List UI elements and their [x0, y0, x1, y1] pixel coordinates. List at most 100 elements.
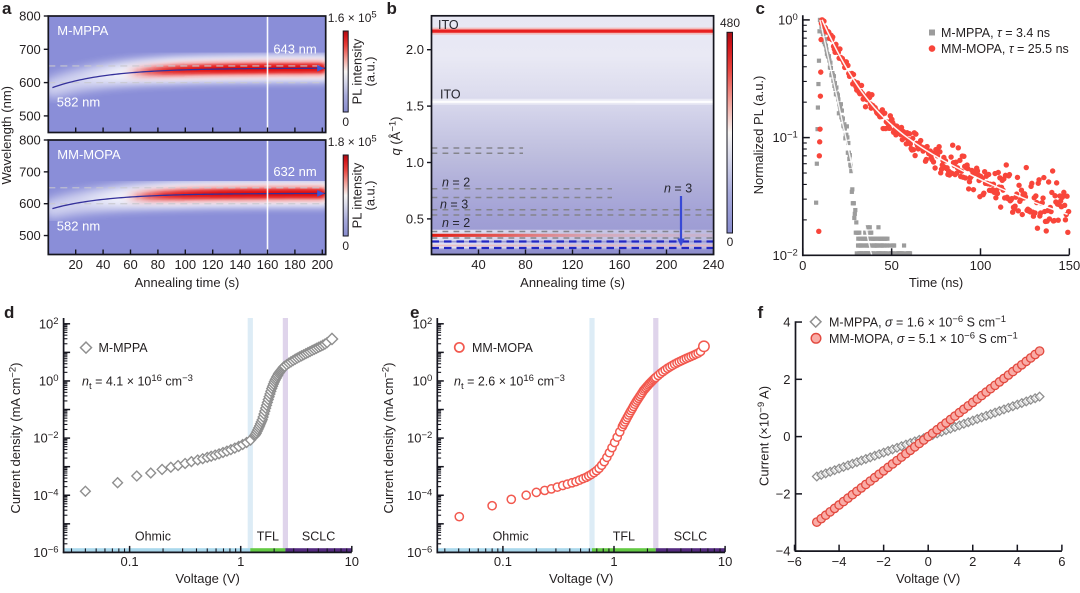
svg-text:TFL: TFL	[257, 530, 279, 544]
svg-text:e: e	[410, 303, 419, 322]
svg-text:0.1: 0.1	[494, 554, 512, 569]
svg-text:200: 200	[311, 257, 333, 272]
svg-text:160: 160	[257, 257, 279, 272]
svg-text:n = 3: n = 3	[664, 182, 692, 196]
svg-text:240: 240	[703, 257, 725, 272]
svg-text:Ohmic: Ohmic	[135, 530, 171, 544]
svg-text:PL intensity: PL intensity	[350, 162, 365, 228]
svg-text:582 nm: 582 nm	[57, 219, 100, 234]
svg-text:Wavelength (nm): Wavelength (nm)	[0, 86, 14, 185]
svg-text:0: 0	[783, 429, 790, 444]
svg-text:MM-MOPA: MM-MOPA	[472, 341, 534, 355]
svg-text:60: 60	[123, 257, 137, 272]
svg-text:c: c	[756, 0, 765, 18]
svg-text:0: 0	[925, 554, 932, 569]
svg-text:0: 0	[799, 258, 806, 273]
svg-text:700: 700	[19, 42, 41, 57]
svg-text:Annealing time (s): Annealing time (s)	[135, 275, 240, 290]
svg-text:a: a	[2, 0, 12, 18]
svg-text:−4: −4	[776, 544, 791, 559]
svg-text:MM-MOPA: MM-MOPA	[57, 147, 121, 162]
svg-text:600: 600	[19, 196, 41, 211]
svg-text:100: 100	[174, 257, 196, 272]
svg-text:150: 150	[1058, 258, 1080, 273]
svg-text:10: 10	[718, 554, 732, 569]
svg-text:200: 200	[656, 257, 678, 272]
svg-text:Voltage (V): Voltage (V)	[549, 571, 613, 586]
svg-text:480: 480	[720, 16, 740, 30]
svg-text:−2: −2	[876, 554, 891, 569]
svg-text:0: 0	[342, 239, 349, 253]
svg-text:40: 40	[471, 257, 485, 272]
svg-text:0: 0	[727, 235, 734, 249]
svg-text:80: 80	[518, 257, 532, 272]
svg-text:(a.u.): (a.u.)	[363, 181, 378, 211]
svg-text:2: 2	[783, 372, 790, 387]
svg-text:M-MPPA: M-MPPA	[99, 341, 149, 355]
svg-text:MM-MOPA, τ = 25.5 ns: MM-MOPA, τ = 25.5 ns	[941, 42, 1069, 56]
svg-text:Voltage (V): Voltage (V)	[896, 571, 960, 586]
svg-text:b: b	[387, 0, 397, 18]
svg-text:ITO: ITO	[440, 88, 461, 102]
svg-text:6: 6	[1058, 554, 1065, 569]
svg-text:160: 160	[609, 257, 631, 272]
svg-text:Current (×10−9​ A): Current (×10−9​ A)	[756, 386, 772, 486]
svg-text:0: 0	[342, 115, 349, 129]
svg-text:n = 3: n = 3	[440, 198, 468, 212]
svg-text:4: 4	[783, 315, 790, 330]
svg-text:600: 600	[19, 75, 41, 90]
svg-text:4: 4	[1014, 554, 1021, 569]
svg-text:500: 500	[19, 228, 41, 243]
svg-text:40: 40	[96, 257, 110, 272]
svg-text:100: 100	[970, 258, 992, 273]
svg-text:n = 2: n = 2	[442, 176, 470, 190]
svg-text:50: 50	[884, 258, 898, 273]
svg-text:M-MPPA: M-MPPA	[57, 23, 108, 38]
svg-text:180: 180	[284, 257, 306, 272]
svg-text:800: 800	[19, 133, 41, 148]
svg-text:M-MPPA, τ = 3.4 ns: M-MPPA, τ = 3.4 ns	[941, 26, 1050, 40]
svg-text:800: 800	[19, 9, 41, 24]
svg-text:120: 120	[202, 257, 224, 272]
svg-text:1.5: 1.5	[406, 99, 424, 114]
svg-text:1: 1	[237, 554, 244, 569]
svg-text:1.6 × 105​: 1.6 × 105​	[328, 10, 377, 26]
svg-text:d: d	[4, 303, 14, 322]
svg-text:nt = 4.1 × 1016​ cm−3​: nt = 4.1 × 1016​ cm−3​	[82, 373, 193, 392]
svg-text:2.0: 2.0	[406, 42, 424, 57]
svg-text:10: 10	[345, 554, 359, 569]
svg-text:1.8 × 105​: 1.8 × 105​	[328, 134, 377, 150]
svg-text:140: 140	[229, 257, 251, 272]
svg-text:120: 120	[562, 257, 584, 272]
svg-text:TFL: TFL	[613, 530, 635, 544]
svg-text:Ohmic: Ohmic	[493, 530, 529, 544]
svg-text:−2: −2	[776, 486, 791, 501]
svg-text:0.1: 0.1	[121, 554, 139, 569]
svg-text:SCLC: SCLC	[302, 530, 335, 544]
svg-text:nt = 2.6 × 1016​ cm−3​: nt = 2.6 × 1016​ cm−3​	[454, 373, 565, 392]
svg-text:643 nm: 643 nm	[273, 42, 316, 57]
svg-text:Annealing time (s): Annealing time (s)	[520, 275, 625, 290]
svg-text:(a.u.): (a.u.)	[363, 57, 378, 87]
svg-text:PL intensity: PL intensity	[350, 38, 365, 104]
svg-text:632 nm: 632 nm	[273, 164, 316, 179]
svg-text:−6: −6	[787, 554, 802, 569]
svg-text:ITO: ITO	[438, 18, 459, 32]
svg-text:582 nm: 582 nm	[57, 95, 100, 110]
svg-text:−4: −4	[832, 554, 847, 569]
svg-text:700: 700	[19, 164, 41, 179]
svg-text:n = 2: n = 2	[442, 216, 470, 230]
svg-text:f: f	[758, 303, 764, 322]
svg-text:SCLC: SCLC	[674, 530, 707, 544]
svg-text:20: 20	[68, 257, 82, 272]
svg-text:500: 500	[19, 108, 41, 123]
svg-text:Normalized PL (a.u.): Normalized PL (a.u.)	[751, 76, 766, 195]
svg-text:2: 2	[969, 554, 976, 569]
svg-text:Voltage (V): Voltage (V)	[176, 571, 240, 586]
svg-text:1.0: 1.0	[406, 155, 424, 170]
svg-text:Time (ns): Time (ns)	[909, 275, 963, 290]
svg-text:1: 1	[610, 554, 617, 569]
svg-text:M-MPPA, σ = 1.6 × 10−6​ S cm−1: M-MPPA, σ = 1.6 × 10−6​ S cm−1​	[829, 314, 1006, 330]
svg-text:Current density (mA cm−2​): Current density (mA cm−2​)	[381, 362, 397, 513]
svg-text:0.5: 0.5	[406, 211, 424, 226]
